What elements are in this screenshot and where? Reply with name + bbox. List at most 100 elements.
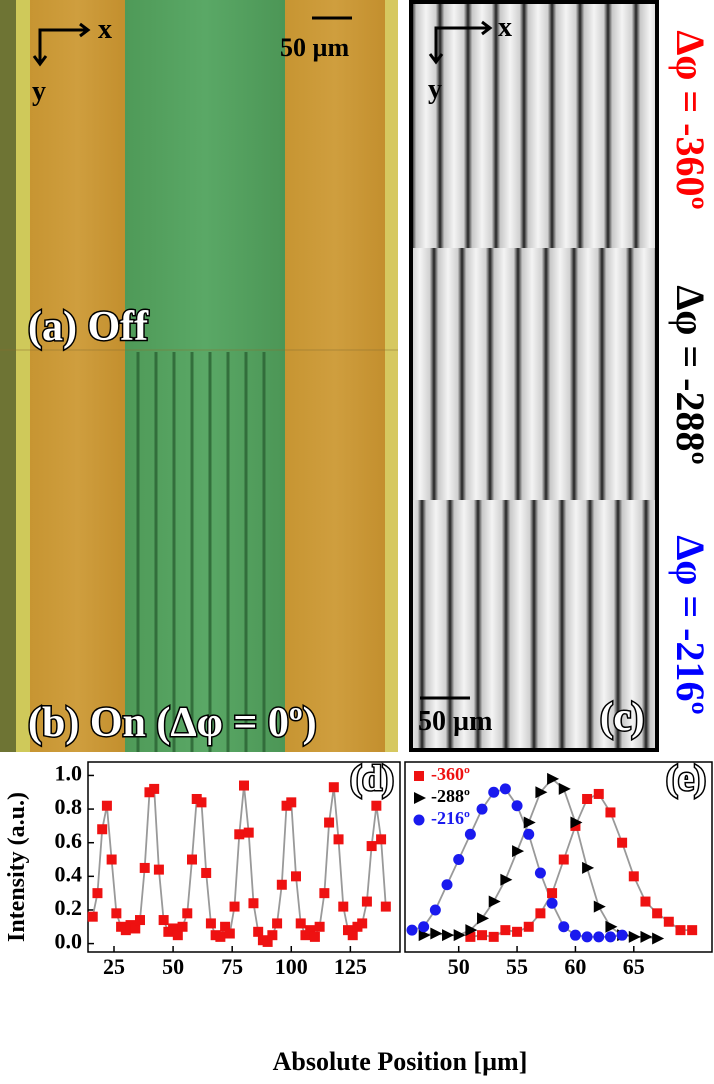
point [111, 908, 122, 919]
point [652, 908, 663, 919]
point [488, 895, 501, 908]
point [139, 862, 150, 873]
point [153, 864, 164, 875]
panel-a-label: (a) Off [28, 304, 149, 350]
point [640, 896, 651, 907]
point [276, 879, 287, 890]
scale-label: 50 µm [418, 706, 492, 737]
panel-label: (d) [350, 758, 394, 798]
point [442, 929, 455, 942]
point [652, 932, 665, 945]
point [558, 782, 571, 795]
point [135, 915, 145, 926]
point [220, 921, 231, 932]
point [675, 925, 686, 936]
phase-label: Δφ = -288º [668, 285, 713, 464]
point [429, 904, 441, 916]
point [168, 923, 179, 934]
legend-entry: -216º [431, 808, 470, 828]
point [593, 900, 606, 913]
y-tick-label: 0.0 [55, 929, 83, 954]
point [687, 925, 698, 936]
point [547, 888, 558, 899]
point [488, 786, 500, 798]
point [476, 803, 488, 815]
point [224, 928, 235, 939]
x-axis-title: Absolute Position [µm] [273, 1047, 528, 1076]
point [272, 918, 283, 929]
panel-c-label: (c) [600, 694, 644, 739]
point [177, 921, 188, 932]
point [418, 921, 430, 933]
y-tick-label: 0.4 [55, 861, 83, 886]
point [357, 918, 368, 929]
legend-marker [413, 814, 425, 826]
point [97, 824, 108, 835]
fringe-panel: x y 50 µm (c) [409, 0, 659, 752]
panel-label: (e) [666, 758, 706, 798]
point [215, 931, 226, 942]
point [628, 871, 639, 882]
point [262, 936, 273, 947]
plot-frame [404, 761, 713, 953]
point [376, 834, 387, 845]
point [338, 901, 349, 912]
point [500, 873, 513, 886]
point [453, 854, 465, 866]
point [604, 931, 616, 943]
point [511, 800, 523, 812]
axis-x-label: x [498, 12, 512, 43]
point [172, 930, 183, 941]
phase-label: Δφ = -360º [668, 30, 713, 209]
point [243, 827, 254, 838]
y-axis-title: Intensity (a.u.) [4, 792, 30, 942]
point [512, 926, 523, 937]
legend-marker [414, 771, 424, 781]
point [87, 911, 98, 922]
point [248, 898, 259, 909]
point [324, 817, 335, 828]
axis-x-label: x [98, 14, 112, 45]
point [523, 816, 536, 829]
x-tick-label: 50 [162, 954, 184, 979]
point [314, 921, 325, 932]
legend-entry: -360º [431, 764, 470, 784]
y-tick-label: 1.0 [55, 760, 83, 785]
point [366, 841, 377, 852]
point [196, 797, 207, 808]
point [477, 930, 488, 941]
point [605, 807, 616, 818]
point [201, 867, 212, 878]
point [418, 929, 431, 942]
phase-label: Δφ = -216º [668, 535, 713, 714]
point [441, 879, 453, 891]
point [267, 930, 278, 941]
point [205, 918, 216, 929]
point [229, 901, 240, 912]
point [534, 867, 546, 879]
point [464, 828, 476, 840]
point [120, 925, 131, 936]
legend-marker [414, 792, 426, 804]
point [663, 916, 674, 927]
point [309, 931, 320, 942]
point [499, 783, 511, 795]
point [291, 871, 301, 882]
point [570, 816, 583, 829]
point [328, 782, 339, 793]
point [593, 788, 604, 799]
point [628, 930, 641, 943]
point [640, 930, 653, 943]
point [593, 931, 605, 943]
point [523, 828, 535, 840]
y-tick-label: 0.2 [55, 895, 83, 920]
x-tick-label: 60 [564, 954, 586, 979]
point [286, 797, 297, 808]
y-tick-label: 0.6 [55, 828, 83, 853]
point [158, 915, 169, 926]
point [319, 888, 330, 899]
point [453, 929, 466, 942]
point [333, 834, 344, 845]
point [500, 925, 511, 936]
